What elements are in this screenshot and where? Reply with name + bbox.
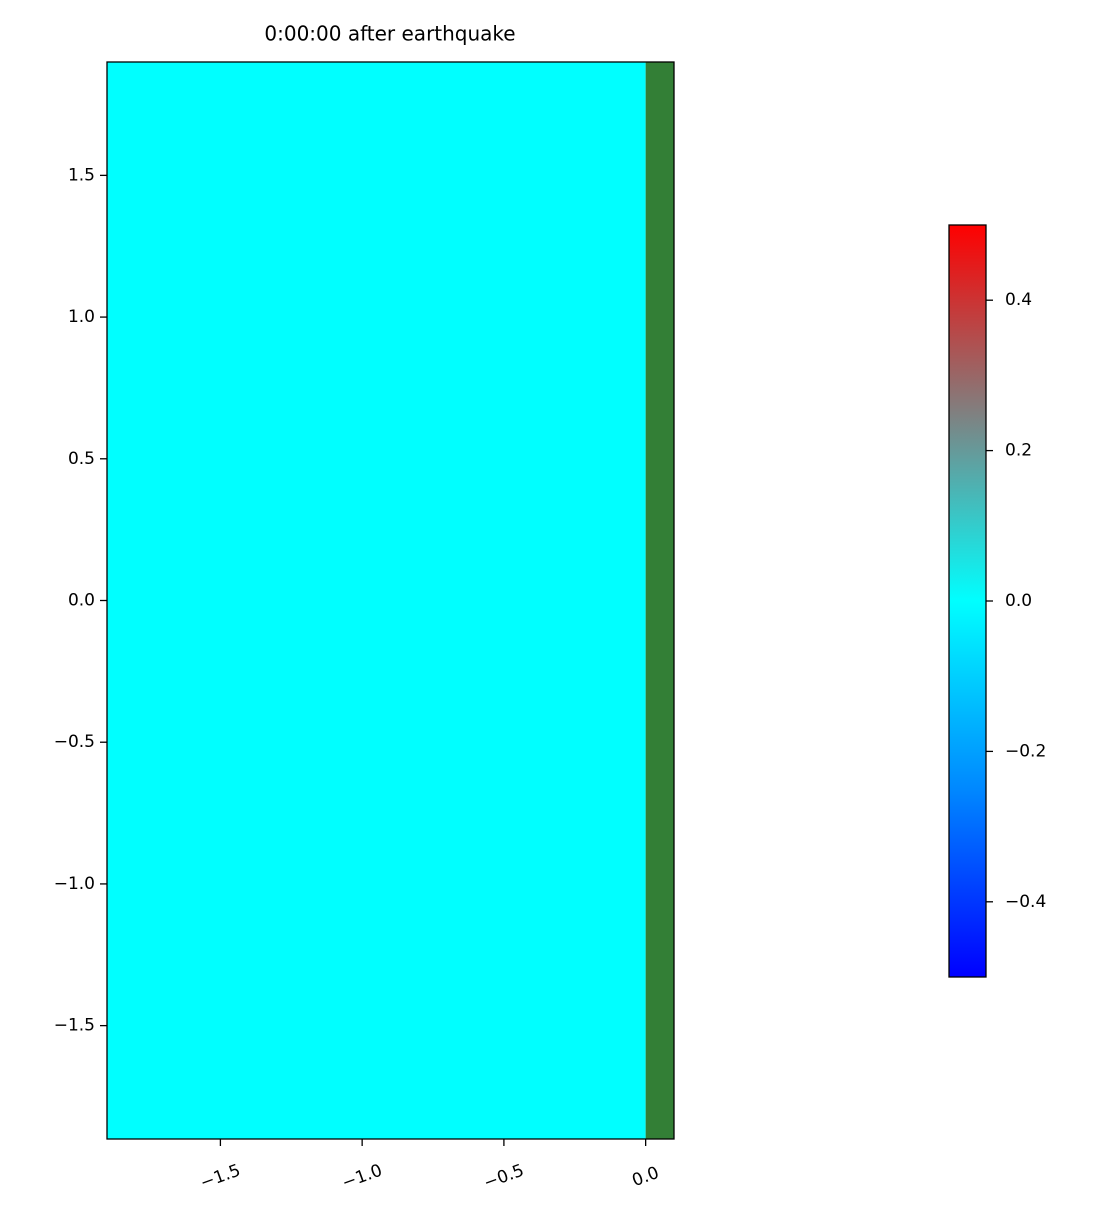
- water-cell: [107, 62, 646, 1139]
- colorbar: [948, 224, 987, 978]
- chart-title: 0:00:00 after earthquake: [264, 22, 515, 46]
- land-cell: [645, 62, 674, 1139]
- y-tick-label: −1.0: [54, 874, 95, 894]
- colorbar-tick-label: −0.2: [1005, 741, 1046, 761]
- colorbar-tick-label: −0.4: [1005, 892, 1046, 912]
- y-tick-label: 0.0: [68, 591, 95, 611]
- x-tick-label: −0.5: [481, 1161, 527, 1194]
- y-tick-label: −0.5: [54, 732, 95, 752]
- colorbar-tick-label: 0.2: [1005, 441, 1032, 461]
- y-tick-label: −1.5: [54, 1016, 95, 1036]
- x-tick-label: −1.5: [198, 1161, 244, 1194]
- x-tick-label: −1.0: [339, 1161, 385, 1194]
- colorbar-tick-label: 0.4: [1005, 290, 1032, 310]
- x-tick-label: 0.0: [630, 1163, 662, 1191]
- y-tick-label: 0.5: [68, 449, 95, 469]
- y-tick-label: 1.0: [68, 307, 95, 327]
- y-tick-label: 1.5: [68, 165, 95, 185]
- colorbar-tick-label: 0.0: [1005, 591, 1032, 611]
